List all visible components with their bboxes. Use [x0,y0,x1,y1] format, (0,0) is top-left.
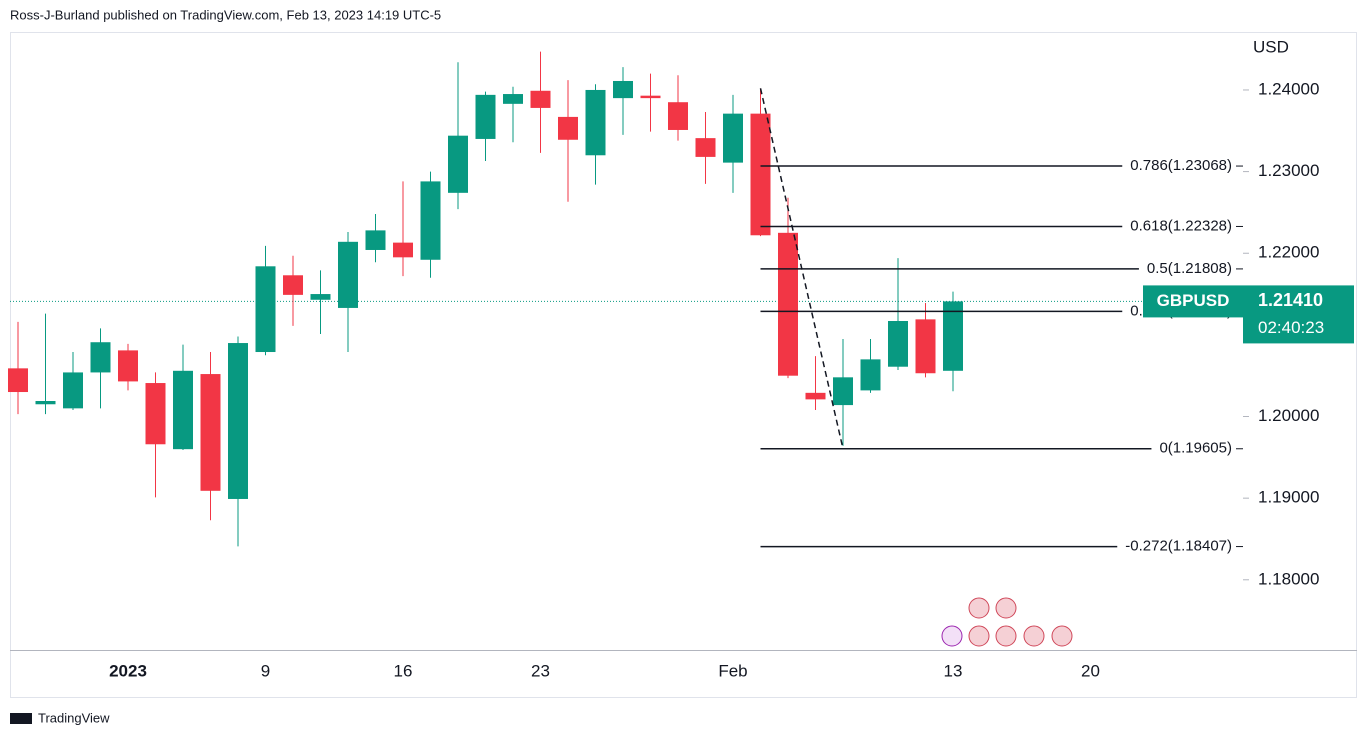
candle-body [723,113,743,163]
candle-body [228,343,248,499]
candle-body [833,377,853,406]
price-badge [1243,285,1354,344]
fib-label: 0(1.19605) [1159,440,1232,457]
candle-body [173,370,193,450]
y-tick-label: 1.18000 [1258,569,1319,588]
y-tick-label: 1.22000 [1258,243,1319,262]
candle-body [778,232,798,376]
fib-label: 0.5(1.21808) [1147,260,1232,277]
candle-body [118,350,138,382]
trend-line [759,88,844,449]
fib-label: 0.618(1.22328) [1130,217,1232,234]
candle-body [310,294,331,300]
fib-label: -0.272(1.18407) [1125,538,1232,555]
symbol-label: GBPUSD [1157,291,1230,310]
y-tick-label: 1.23000 [1258,161,1319,180]
candle-body [640,95,661,99]
candle-body [613,80,633,99]
y-tick-label: 1.24000 [1258,79,1319,98]
brand: TradingView [38,710,110,725]
candle-body [475,94,496,139]
candle-body [283,275,303,295]
x-tick-label: 2023 [109,661,147,680]
candle-body [585,89,606,156]
x-tick-label: Feb [718,661,747,680]
candle-body [915,319,936,374]
symbol-badge [1143,285,1243,318]
candle-body [90,342,111,373]
byline: Ross-J-Burland published on TradingView.… [10,7,441,22]
x-tick-label: 9 [261,661,270,680]
candle-body [668,102,688,130]
countdown: 02:40:23 [1258,318,1324,337]
x-tick-label: 16 [394,661,413,680]
x-tick-label: 23 [531,661,550,680]
candle-body [35,401,56,405]
candle-body [145,383,166,445]
candle-body [558,116,578,140]
y-tick-label: 1.19000 [1258,488,1319,507]
y-axis-label: USD [1253,37,1289,56]
candle-body [888,320,908,367]
candle-body [393,242,413,258]
candle-body [420,181,441,260]
fib-label: 0.786(1.23068) [1130,157,1232,174]
candle-body [943,301,963,371]
candle-body [338,241,358,308]
candle-body [750,113,771,236]
x-tick-label: 13 [944,661,963,680]
candle-body [8,368,28,393]
y-tick-label: 1.20000 [1258,406,1319,425]
candle-body [503,94,523,104]
candle-body [530,90,551,108]
candle-body [695,138,716,157]
candle-body [448,135,468,193]
candle-body [365,230,386,250]
candle-body [860,359,881,391]
x-tick-label: 20 [1081,661,1100,680]
event-icons [941,597,1073,647]
candle-body [63,372,83,409]
logo [10,713,32,724]
frame [10,32,1357,698]
last-price-label: 1.21410 [1258,290,1323,310]
candle-body [805,392,826,400]
candle-body [200,374,221,491]
candle-body [255,266,276,353]
